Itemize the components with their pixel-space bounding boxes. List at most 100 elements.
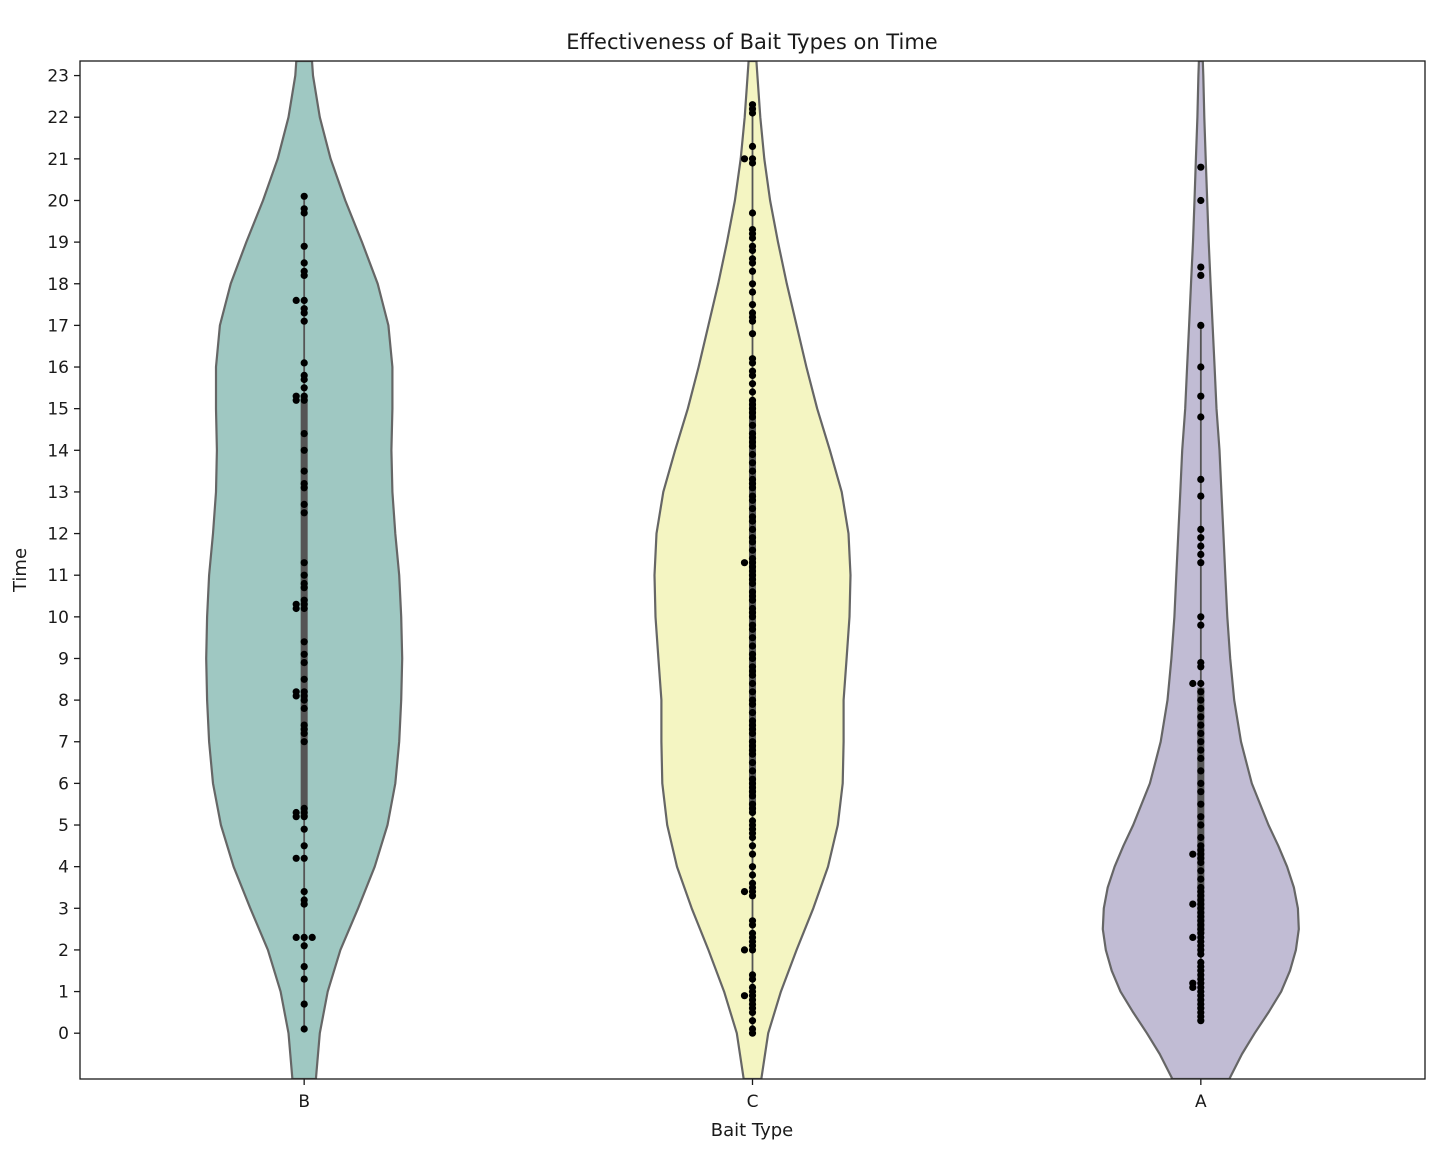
data-point-B bbox=[292, 392, 300, 400]
data-point-C bbox=[740, 946, 749, 954]
data-point-B bbox=[292, 808, 300, 817]
data-point-A bbox=[1197, 413, 1205, 421]
data-point-C bbox=[740, 888, 749, 896]
data-point-C bbox=[748, 555, 757, 563]
data-point-C bbox=[748, 242, 757, 250]
data-point-C bbox=[748, 863, 757, 871]
data-point-C bbox=[748, 971, 757, 979]
violin-iqr-box-A bbox=[1197, 687, 1205, 934]
data-point-C bbox=[748, 505, 757, 513]
data-point-A bbox=[1197, 534, 1205, 542]
data-point-B bbox=[300, 675, 308, 683]
data-point-C bbox=[748, 717, 757, 725]
data-point-B bbox=[300, 267, 308, 275]
data-point-B bbox=[300, 579, 308, 588]
data-point-C bbox=[748, 450, 757, 459]
x-tick-label: C bbox=[747, 1092, 759, 1112]
data-point-A bbox=[1197, 800, 1205, 808]
data-point-C bbox=[748, 513, 757, 521]
y-tick-label: 14 bbox=[47, 441, 69, 461]
data-point-A bbox=[1197, 875, 1205, 883]
data-point-C bbox=[748, 679, 757, 688]
data-point-A bbox=[1197, 525, 1205, 534]
y-tick-label: 3 bbox=[58, 899, 69, 919]
data-point-C bbox=[748, 767, 757, 775]
data-point-B bbox=[300, 596, 308, 604]
data-point-C bbox=[748, 1017, 757, 1025]
data-point-B bbox=[292, 688, 300, 696]
y-tick-label: 15 bbox=[47, 400, 69, 420]
data-point-A bbox=[1197, 754, 1205, 763]
data-point-B bbox=[300, 392, 308, 400]
data-point-B bbox=[300, 975, 308, 983]
data-point-A bbox=[1197, 788, 1205, 796]
data-point-C bbox=[748, 650, 757, 658]
y-tick-label: 22 bbox=[47, 108, 69, 128]
data-point-C bbox=[748, 475, 757, 483]
data-point-B bbox=[300, 825, 308, 833]
y-tick-label: 7 bbox=[58, 733, 69, 753]
data-point-C bbox=[748, 546, 757, 554]
data-point-C bbox=[748, 467, 757, 475]
data-point-B bbox=[300, 205, 308, 213]
data-point-A bbox=[1197, 958, 1205, 967]
data-point-C bbox=[748, 663, 757, 671]
y-tick-label: 12 bbox=[47, 525, 69, 545]
data-point-A bbox=[1197, 833, 1205, 842]
data-point-B bbox=[292, 296, 300, 304]
data-point-B bbox=[300, 446, 308, 454]
y-tick-label: 10 bbox=[47, 608, 69, 628]
data-point-B bbox=[300, 704, 308, 713]
y-tick-label: 16 bbox=[47, 358, 69, 378]
data-point-B bbox=[300, 317, 308, 325]
data-point-B bbox=[300, 854, 308, 862]
data-point-B bbox=[300, 963, 308, 971]
data-point-C bbox=[748, 101, 757, 109]
y-axis-label: Time bbox=[10, 548, 31, 593]
data-point-C bbox=[748, 288, 757, 296]
data-point-C bbox=[748, 800, 757, 808]
data-point-B bbox=[300, 242, 308, 250]
data-point-C bbox=[748, 492, 757, 500]
data-point-A bbox=[1189, 850, 1197, 858]
x-axis-label: Bait Type bbox=[711, 1120, 794, 1141]
data-point-B bbox=[300, 259, 308, 267]
y-tick-label: 13 bbox=[47, 483, 69, 503]
data-point-B bbox=[300, 842, 308, 850]
y-tick-label: 4 bbox=[58, 858, 69, 878]
data-point-A bbox=[1197, 492, 1205, 500]
data-point-B bbox=[300, 192, 308, 200]
y-tick-label: 17 bbox=[47, 316, 69, 336]
data-point-B bbox=[300, 804, 308, 813]
data-point-A bbox=[1197, 767, 1205, 775]
y-tick-label: 23 bbox=[47, 67, 69, 87]
data-point-C bbox=[748, 817, 757, 825]
data-point-C bbox=[748, 604, 757, 613]
data-point-B bbox=[300, 1000, 308, 1008]
data-point-A bbox=[1197, 321, 1205, 329]
data-point-C bbox=[748, 459, 757, 467]
data-point-A bbox=[1197, 263, 1205, 271]
y-tick-label: 19 bbox=[47, 233, 69, 253]
data-point-C bbox=[748, 226, 757, 234]
chart-title: Effectiveness of Bait Types on Time bbox=[566, 30, 937, 54]
data-point-C bbox=[748, 301, 757, 309]
data-point-C bbox=[748, 759, 757, 767]
data-point-A bbox=[1197, 713, 1205, 721]
data-point-A bbox=[1197, 842, 1205, 850]
data-point-A bbox=[1197, 363, 1205, 371]
data-point-C bbox=[748, 621, 757, 629]
y-tick-label: 2 bbox=[58, 941, 69, 961]
data-point-A bbox=[1197, 679, 1205, 688]
data-point-C bbox=[748, 430, 757, 438]
data-point-B bbox=[300, 721, 308, 729]
data-point-C bbox=[748, 696, 757, 704]
data-point-B bbox=[300, 638, 308, 646]
data-point-C bbox=[748, 380, 757, 388]
data-point-C bbox=[748, 396, 757, 404]
data-point-C bbox=[748, 871, 757, 879]
y-tick-label: 8 bbox=[58, 691, 69, 711]
data-point-A bbox=[1197, 729, 1205, 738]
